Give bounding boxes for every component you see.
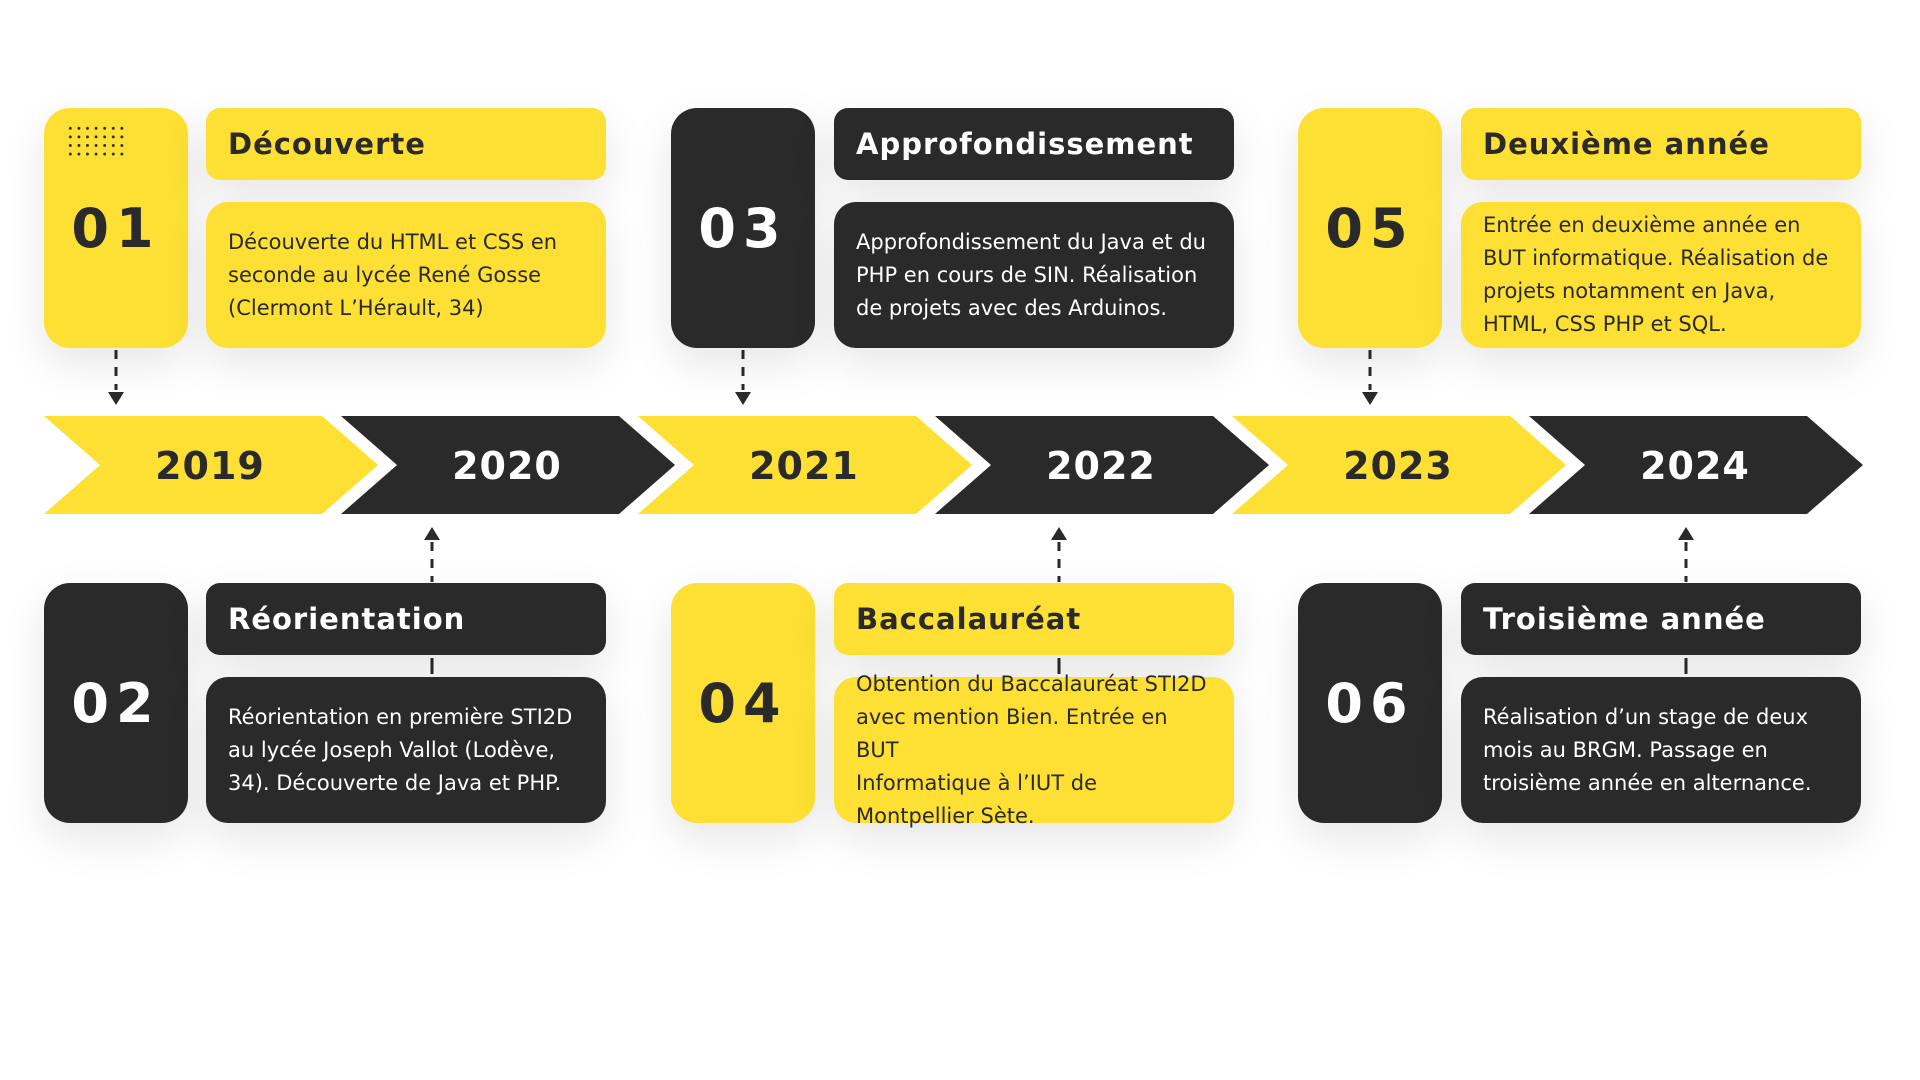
step-title: Baccalauréat [856, 602, 1082, 636]
step-title-box-05: Deuxième année [1461, 108, 1861, 180]
step-description: Approfondissement du Java et du PHP en c… [856, 226, 1206, 325]
step-number-box-05: 05 [1298, 108, 1442, 348]
description-line: projets notamment en Java, [1483, 279, 1776, 303]
description-line: au lycée Joseph Vallot (Lodève, [228, 737, 556, 762]
step-description-box-01: Découverte du HTML et CSS en seconde au … [206, 202, 606, 348]
arrow-up-icon [1678, 527, 1694, 540]
step-number: 01 [71, 196, 161, 260]
timeline-year-label: 2020 [452, 444, 562, 488]
step-title-box-06: Troisième année [1461, 583, 1861, 655]
arrow-up-icon [424, 527, 440, 540]
step-description: Réalisation d’un stage de deux mois au B… [1483, 701, 1812, 800]
step-title-box-01: Découverte [206, 108, 606, 180]
step-title: Deuxième année [1483, 127, 1770, 161]
description-line: troisième année en alternance. [1483, 770, 1812, 795]
step-description: Entrée en deuxième année en BUT informat… [1483, 209, 1828, 341]
timeline-arrow-2021 [638, 416, 972, 514]
step-number: 05 [1325, 196, 1415, 260]
step-title-box-04: Baccalauréat [834, 583, 1234, 655]
description-line: seconde au lycée René Gosse [228, 262, 542, 287]
description-line: BUT informatique. Réalisation de [1483, 246, 1829, 270]
arrow-down-icon [108, 392, 124, 405]
timeline-year-label: 2024 [1640, 444, 1750, 488]
description-line: Réorientation en première STI2D [228, 704, 573, 729]
timeline-year-label: 2022 [1046, 444, 1156, 488]
step-title: Réorientation [228, 602, 466, 636]
connectors [108, 350, 1694, 674]
description-line: HTML, CSS PHP et SQL. [1483, 312, 1727, 336]
timeline-year-label: 2023 [1343, 444, 1453, 488]
step-description-box-03: Approfondissement du Java et du PHP en c… [834, 202, 1234, 348]
description-line: 34). Découverte de Java et PHP. [228, 770, 562, 795]
step-description: Réorientation en première STI2D au lycée… [228, 701, 572, 800]
step-title-box-03: Approfondissement [834, 108, 1234, 180]
timeline-arrow-2022 [935, 416, 1269, 514]
description-line: avec mention Bien. Entrée en BUT [856, 704, 1168, 762]
step-description: Découverte du HTML et CSS en seconde au … [228, 226, 557, 325]
step-title: Découverte [228, 127, 426, 161]
step-title-box-02: Réorientation [206, 583, 606, 655]
step-number-box-06: 06 [1298, 583, 1442, 823]
step-description-box-04: Obtention du Baccalauréat STI2D avec men… [834, 672, 1234, 828]
arrow-down-icon [1362, 392, 1378, 405]
timeline-year-label: 2021 [749, 444, 859, 488]
step-number: 02 [71, 671, 161, 735]
timeline-arrow-2023 [1232, 416, 1566, 514]
step-title: Troisième année [1483, 602, 1766, 636]
timeline-arrow-2020 [341, 416, 675, 514]
description-line: Découverte du HTML et CSS en [228, 229, 558, 254]
arrow-down-icon [735, 392, 751, 405]
step-description-box-05: Entrée en deuxième année en BUT informat… [1461, 202, 1861, 348]
step-number: 03 [698, 196, 788, 260]
step-number: 06 [1325, 671, 1415, 735]
step-description-box-02: Réorientation en première STI2D au lycée… [206, 677, 606, 823]
description-line: Approfondissement du Java et du [856, 229, 1206, 254]
timeline-year-label: 2019 [155, 444, 265, 488]
description-line: (Clermont L’Hérault, 34) [228, 295, 484, 320]
description-line: Réalisation d’un stage de deux [1483, 704, 1808, 729]
timeline-arrow-2019 [44, 416, 378, 514]
step-number-box-02: 02 [44, 583, 188, 823]
step-number-box-04: 04 [671, 583, 815, 823]
description-line: PHP en cours de SIN. Réalisation [856, 262, 1198, 287]
description-line: de projets avec des Arduinos. [856, 295, 1168, 320]
timeline-arrows: 2019 2020 2021 2022 2023 2024 [44, 416, 1863, 514]
step-title: Approfondissement [856, 127, 1194, 161]
step-description: Obtention du Baccalauréat STI2D avec men… [856, 668, 1216, 833]
description-line: Entrée en deuxième année en [1483, 213, 1801, 237]
arrow-up-icon [1051, 527, 1067, 540]
step-number-box-01: 01 [44, 108, 188, 348]
step-number: 04 [698, 671, 788, 735]
step-number-box-03: 03 [671, 108, 815, 348]
description-line: mois au BRGM. Passage en [1483, 737, 1768, 762]
description-line: Informatique à l’IUT de [856, 770, 1098, 795]
description-line: Montpellier Sète. [856, 803, 1035, 828]
timeline-arrow-2024 [1529, 416, 1863, 514]
step-description-box-06: Réalisation d’un stage de deux mois au B… [1461, 677, 1861, 823]
dot-grid-decoration [66, 124, 126, 160]
description-line: Obtention du Baccalauréat STI2D [856, 671, 1207, 696]
